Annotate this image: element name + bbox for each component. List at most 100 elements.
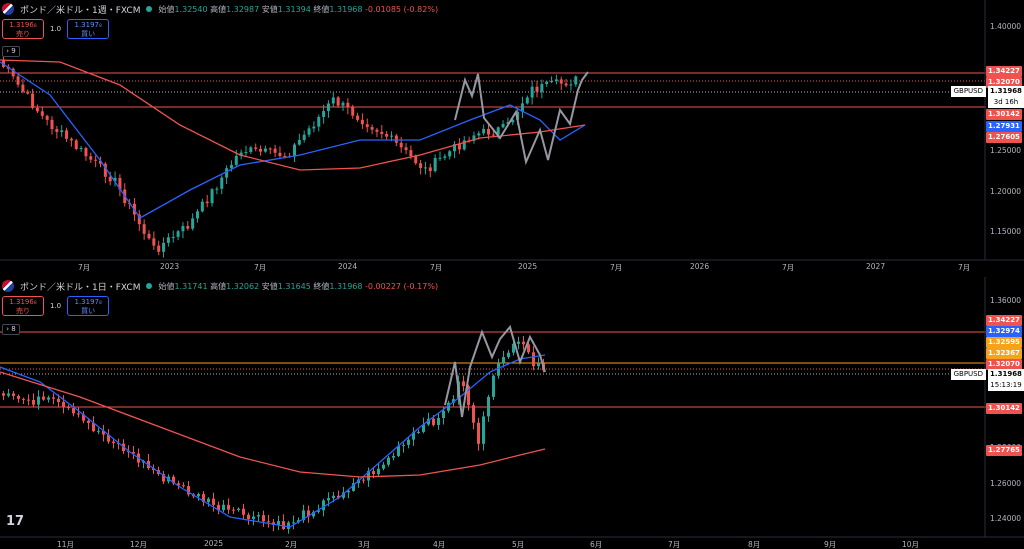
time-axis-label: 7月 [610,263,623,272]
candle-body [97,430,100,432]
candle-body [166,237,170,243]
gbpusd-flag-icon [2,280,14,292]
candle-body [162,242,166,252]
candle-body [32,400,35,405]
candle-body [297,139,301,145]
candle-body [452,399,455,403]
time-axis-label: 12月 [130,540,148,549]
candle-body [312,126,316,129]
price-axis-label: 1.26000 [990,479,1022,488]
candle-body [227,504,230,510]
candle-body [482,128,486,134]
candle-body [196,211,199,219]
candle-body [27,399,30,401]
candle-body [307,128,311,135]
candle-body [176,231,180,237]
tradingview-logo[interactable]: 17 [6,514,25,529]
candle-body [244,152,248,154]
indicator-toggle-button[interactable]: › 9 [2,46,20,57]
candle-body [351,107,355,116]
candle-body [447,402,450,411]
candle-body [347,490,350,493]
candle-body [26,91,30,94]
candle-body [16,76,20,85]
sell-button[interactable]: 1.3196₈ 売り [2,296,44,316]
candle-body [506,122,510,124]
candle-body [282,521,285,529]
price-line-tag: 1.32070 [986,359,1022,370]
candle-body [57,398,60,403]
time-axis-label: 2023 [160,262,180,271]
candle-body [278,152,282,157]
candle-body [423,167,427,169]
candle-body [212,498,215,505]
candle-body [113,177,117,182]
daily-chart-canvas[interactable] [0,277,1024,549]
time-axis-label: 7月 [668,540,681,549]
weekly-chart-canvas[interactable] [0,0,1024,275]
candle-body [107,434,110,442]
candle-body [293,144,296,157]
candle-body [89,156,93,160]
candle-body [467,386,470,406]
weekly-chart-pane[interactable]: ポンド／米ドル・1週・FXCM 始値1.32540 高値1.32987 安値1.… [0,0,1024,275]
sell-button[interactable]: 1.3196₈ 売り [2,19,44,39]
candle-body [472,405,475,423]
time-axis-label: 9月 [824,540,837,549]
time-axis-label: 7月 [78,263,91,272]
candle-body [263,148,267,152]
buy-button[interactable]: 1.3197₈ 買い [67,296,110,316]
candle-body [496,127,500,135]
price-line-tag: 1.34227 [986,66,1022,77]
price-axis-label: 1.15000 [990,227,1022,236]
buy-button[interactable]: 1.3197₈ 買い [67,19,110,39]
candle-body [99,160,102,164]
daily-symbol-title[interactable]: ポンド／米ドル・1日・FXCM [20,282,141,293]
candle-body [262,515,265,522]
candle-body [42,396,45,400]
candle-body [11,68,15,77]
candle-body [217,504,220,511]
candle-body [118,177,122,190]
price-line-tag: 1.32367 [986,348,1022,359]
candle-body [87,420,90,423]
time-axis-label: 6月 [590,540,603,549]
candle-body [537,363,540,367]
candle-body [220,177,224,189]
indicator-toggle-button[interactable]: › 8 [2,324,20,335]
price-line-tag: 1.34227 [986,315,1022,326]
candle-body [390,135,393,137]
candle-body [448,151,452,157]
weekly-ohlc: 始値1.32540 高値1.32987 安値1.31394 終値1.31968 … [158,4,439,14]
time-axis-label: 2024 [338,262,358,271]
candle-body [162,474,165,482]
candle-body [392,455,395,458]
candle-body [336,97,340,106]
candle-body [52,397,55,399]
chart-background [0,277,1024,549]
time-axis-label: 5月 [512,540,525,549]
candle-body [207,498,210,503]
candle-body [362,479,365,481]
time-axis-label: 7月 [958,263,971,272]
candle-body [545,81,549,85]
weekly-zigzag-line [454,71,589,166]
candle-body [501,123,505,128]
candle-body [302,134,306,140]
candle-body [522,341,525,345]
candle-body [356,115,360,120]
daily-chart-pane[interactable]: ポンド／米ドル・1日・FXCM 始値1.31741 高値1.32062 安値1.… [0,277,1024,549]
candle-body [108,176,112,182]
weekly-symbol-title[interactable]: ポンド／米ドル・1週・FXCM [20,5,141,16]
candle-body [417,431,420,433]
chart-background [0,0,1024,275]
candle-body [47,397,50,400]
candle-body [432,418,435,425]
candle-body [60,130,64,132]
candle-body [239,152,243,156]
weekly-trade-buttons: 1.3196₈ 売り 1.0 1.3197₈ 買い [2,19,110,39]
candle-body [234,155,238,165]
candle-body [232,509,235,511]
candle-body [259,148,263,152]
market-open-icon [146,283,153,289]
